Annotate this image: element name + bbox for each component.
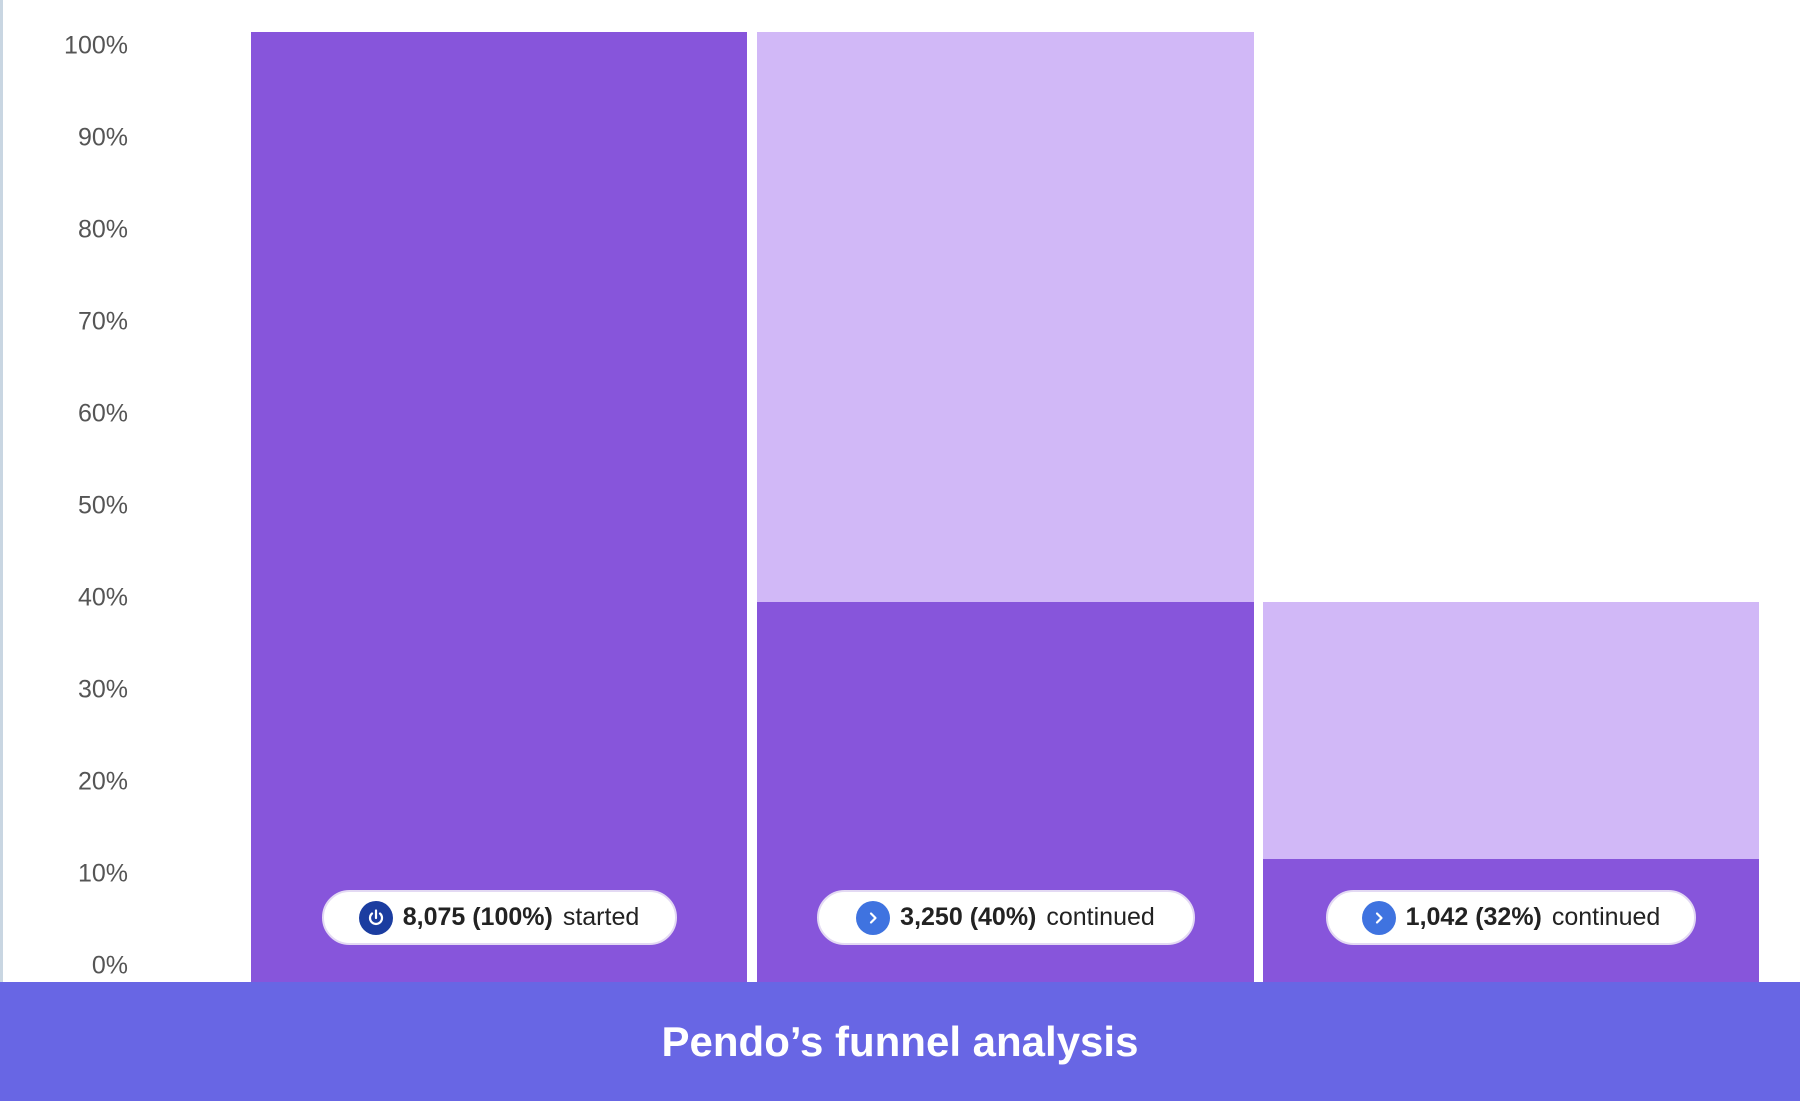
y-tick-label: 40% xyxy=(77,583,128,612)
step-action: continued xyxy=(1551,903,1661,931)
y-tick-label: 0% xyxy=(91,951,128,980)
left-border xyxy=(0,0,3,982)
step-label-pill[interactable]: 3,250 (40%) continued xyxy=(816,890,1195,945)
step-count: 1,042 (32%) xyxy=(1405,903,1542,931)
bar-reached xyxy=(251,32,747,982)
step-label-pill[interactable]: 1,042 (32%) continued xyxy=(1326,890,1696,945)
chevron-right-icon xyxy=(1361,900,1396,935)
y-tick-label: 10% xyxy=(77,859,128,888)
step-count: 3,250 (40%) xyxy=(900,903,1037,931)
footer-title: Pendo’s funnel analysis xyxy=(661,1017,1139,1065)
y-tick-label: 30% xyxy=(77,675,128,704)
y-tick-label: 100% xyxy=(64,31,128,60)
chevron-right-icon xyxy=(856,900,891,935)
y-tick-label: 80% xyxy=(77,215,128,244)
footer-banner: Pendo’s funnel analysis xyxy=(0,982,1800,1101)
y-tick-label: 20% xyxy=(77,767,128,796)
step-count: 8,075 (100%) xyxy=(402,903,553,931)
y-tick-label: 60% xyxy=(77,399,128,428)
y-tick-label: 90% xyxy=(77,123,128,152)
y-tick-label: 50% xyxy=(77,491,128,520)
step-label-pill[interactable]: 8,075 (100%) started xyxy=(321,890,677,945)
step-action: continued xyxy=(1046,903,1155,931)
step-action: started xyxy=(562,903,640,931)
y-tick-label: 70% xyxy=(77,307,128,336)
power-icon xyxy=(358,900,393,935)
